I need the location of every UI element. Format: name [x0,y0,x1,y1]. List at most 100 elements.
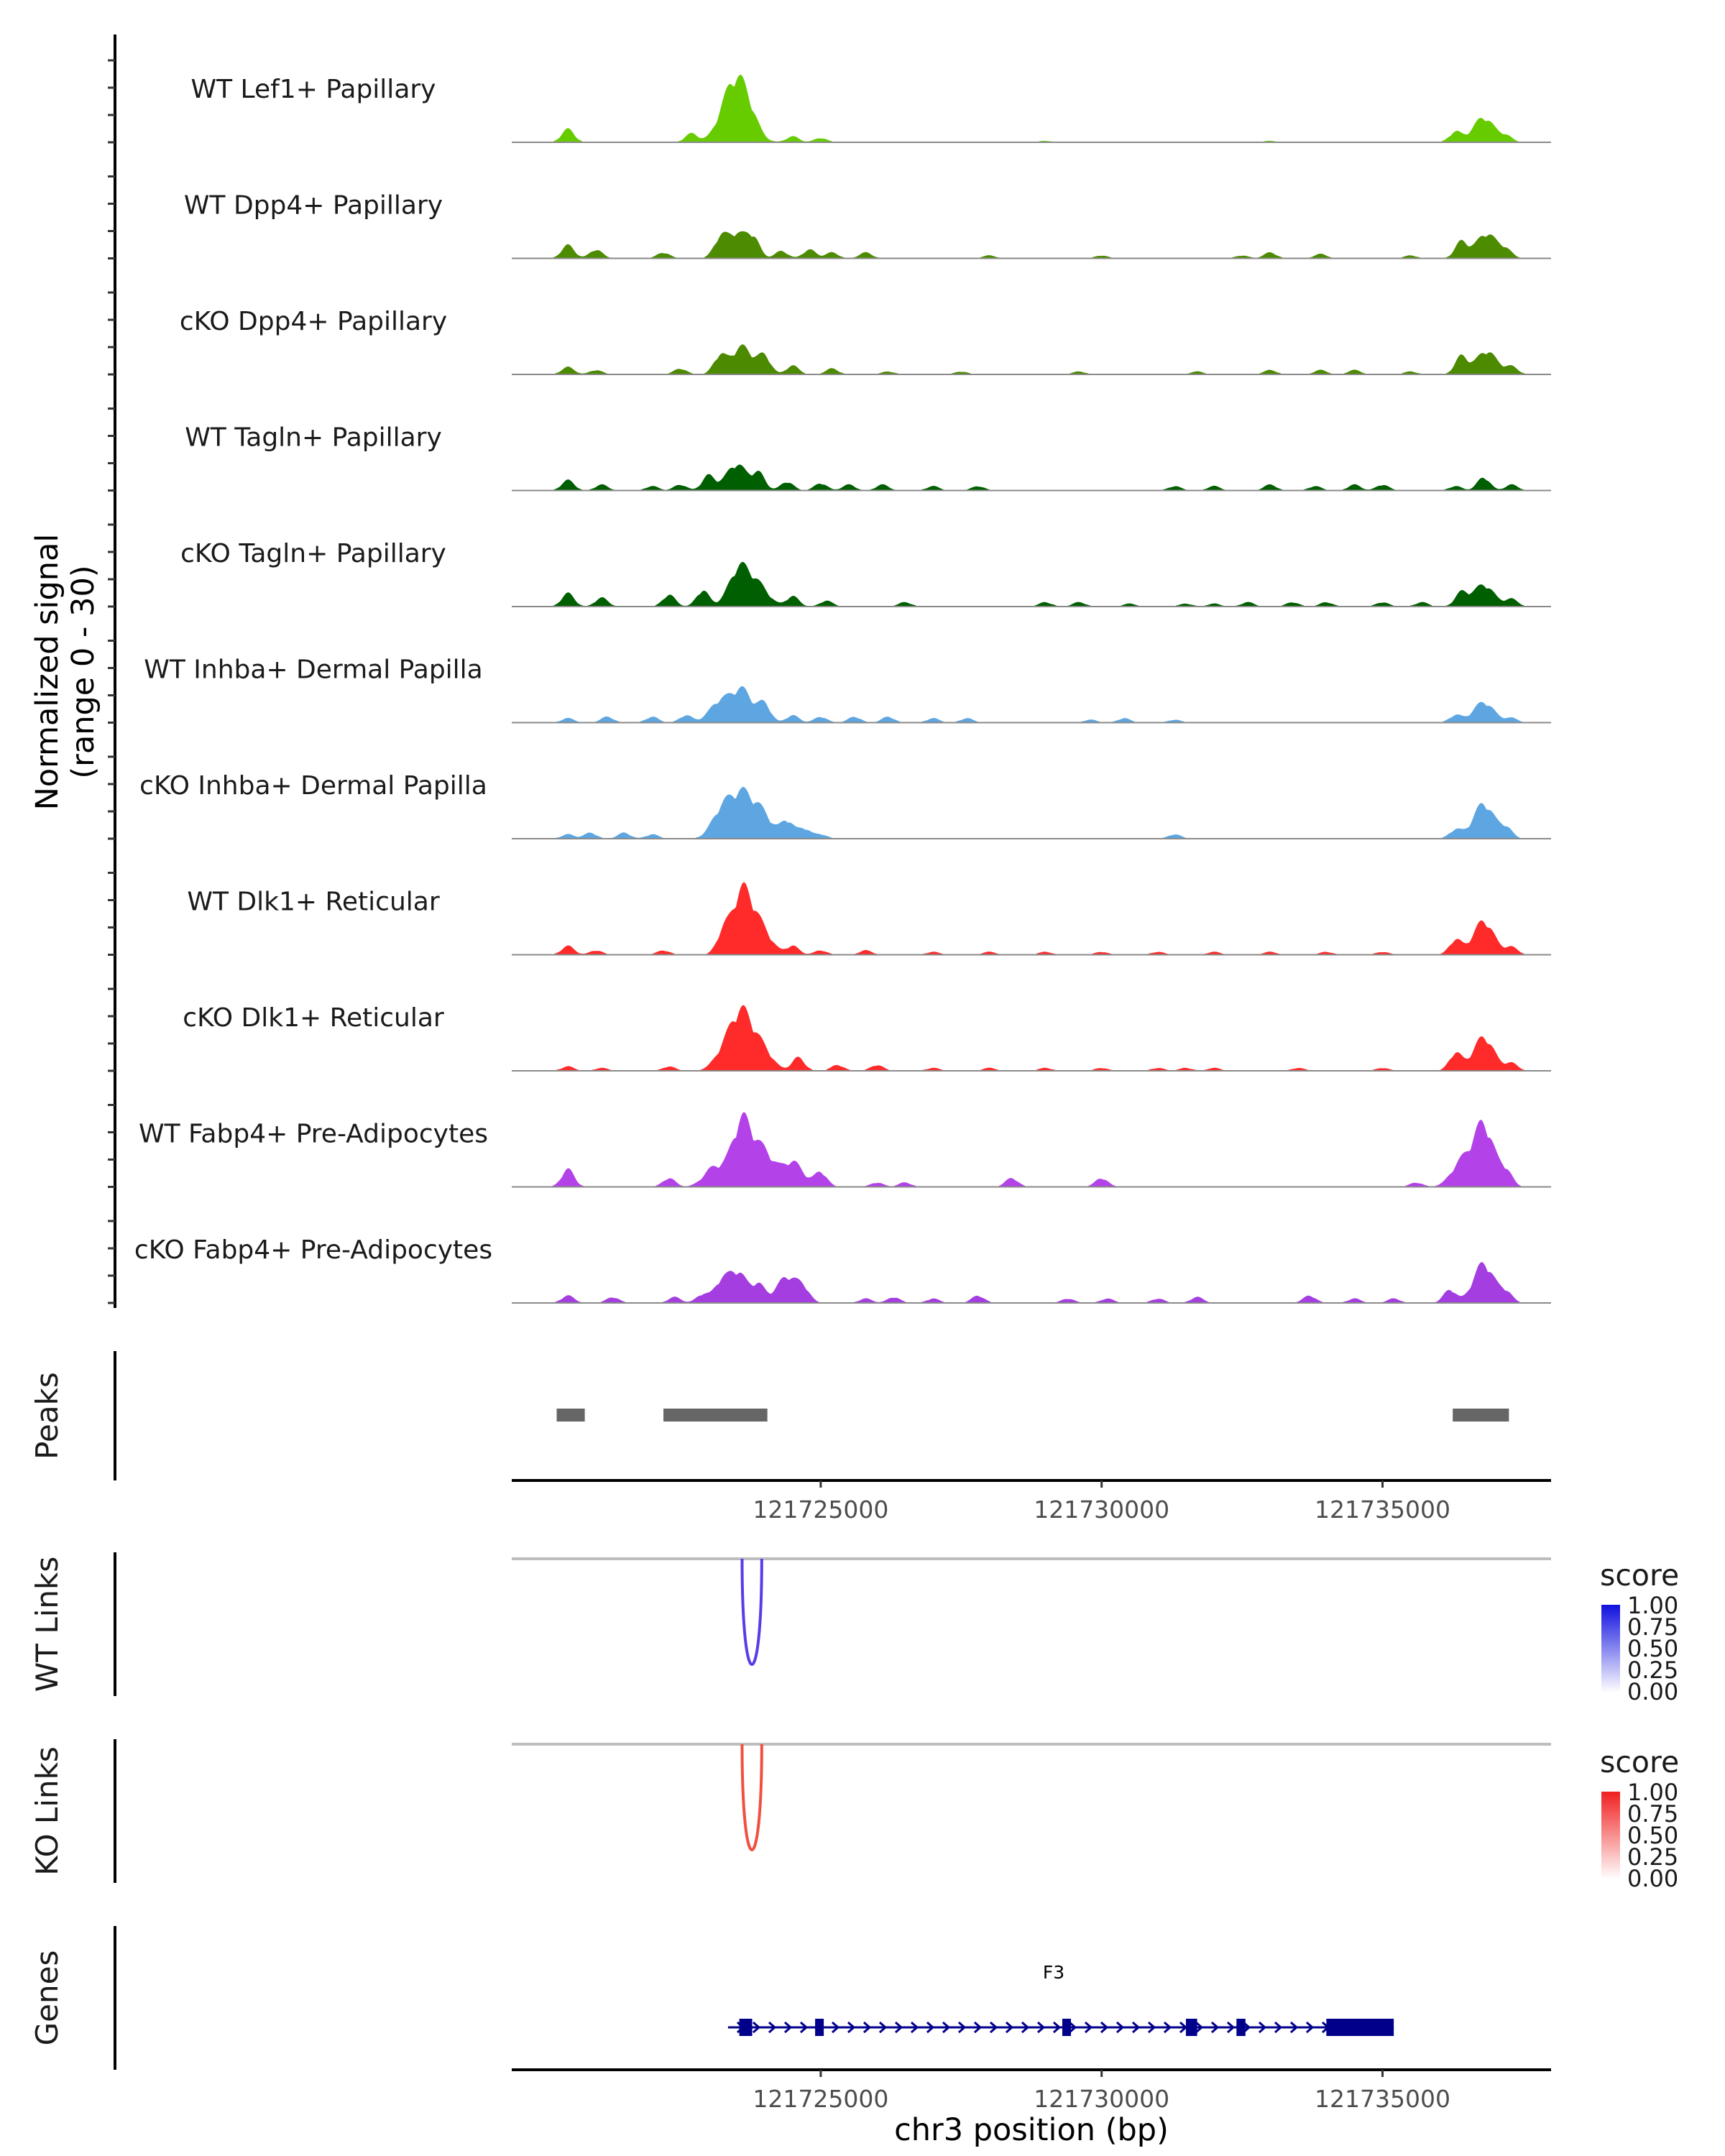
strand-arrow [1021,2021,1030,2034]
exon [1326,2019,1394,2036]
track-label: WT Fabp4+ Pre-Adipocytes [139,1120,488,1149]
peak-region [663,1409,768,1422]
legend-tick-label: 1.00 [1627,1779,1678,1806]
strand-arrow [957,2021,967,2034]
track-4: WT Tagln+ Papillary [185,423,1551,492]
strand-arrow [1163,2021,1172,2034]
x-tick-label: 121730000 [1034,1496,1169,1524]
strand-arrow [831,2021,840,2034]
x-tick-label: 121725000 [753,2085,888,2113]
wt-score-colorbar [1601,1605,1620,1692]
strand-arrow [989,2021,998,2034]
strand-arrow [973,2021,983,2034]
strand-arrow [910,2021,919,2034]
track-label: cKO Fabp4+ Pre-Adipocytes [134,1235,492,1265]
track-1: WT Lef1+ Papillary [191,74,1551,143]
strand-arrow [1084,2021,1093,2034]
strand-arrow [1100,2021,1109,2034]
signal-area [512,74,1551,142]
strand-arrow [878,2021,888,2034]
coverage-tracks: WT Lef1+ Papillary WT Dpp4+ Papillary cKO … [134,74,1551,1304]
ko-score-legend-title: score [1600,1745,1679,1779]
legend-tick-label: 1.00 [1627,1592,1678,1619]
signal-area [512,561,1551,607]
peaks-panel-label: Peaks [29,1372,65,1460]
track-label: WT Dlk1+ Reticular [187,888,439,917]
strand-arrow [1005,2021,1014,2034]
strand-arrow [926,2021,935,2034]
x-axis-upper: 121725000 121730000 121735000 [753,1480,1450,1524]
x-tick-label: 121725000 [753,1496,888,1524]
track-label: cKO Dlk1+ Reticular [183,1003,444,1033]
wt-links-label: WT Links [29,1557,65,1692]
exon [815,2019,824,2036]
signal-area [512,882,1551,955]
strand-arrow [783,2021,793,2034]
signal-area [512,344,1551,374]
track-9: cKO Dlk1+ Reticular [183,1003,1551,1072]
track-3: cKO Dpp4+ Papillary [180,307,1551,375]
strand-arrow [1116,2021,1125,2034]
signal-area [512,786,1551,839]
gene-name-label: F3 [1043,1962,1064,1983]
y-axis-title-line-2: (range 0 - 30) [65,565,101,778]
ko-score-colorbar [1601,1792,1620,1879]
signal-area [512,1112,1551,1187]
peak-region [556,1409,585,1422]
signal-area [512,1262,1551,1303]
track-11: cKO Fabp4+ Pre-Adipocytes [134,1235,1551,1304]
strand-arrow [1289,2021,1299,2034]
legend-tick-label: 0.25 [1627,1657,1678,1684]
exon [1185,2019,1197,2036]
legend-tick-label: 0.75 [1627,1800,1678,1828]
y-axis-title-line-1: Normalized signal [29,534,65,811]
genes-panel-label: Genes [29,1950,65,2046]
strand-arrow [1226,2021,1236,2034]
track-label: cKO Dpp4+ Papillary [180,307,447,336]
signal-area [512,464,1551,491]
track-label: WT Dpp4+ Papillary [184,191,443,221]
strand-arrow [1036,2021,1046,2034]
wt-links-track [740,1558,763,1666]
track-2: WT Dpp4+ Papillary [184,191,1551,259]
peak-region [1453,1409,1509,1422]
wt-score-legend: 1.000.750.500.250.00 [1627,1592,1678,1705]
link-arc [740,1743,763,1851]
track-10: WT Fabp4+ Pre-Adipocytes [139,1112,1551,1188]
strand-arrow [942,2021,951,2034]
x-axis-lower: 121725000 121730000 121735000 [753,2070,1450,2113]
strand-arrow [768,2021,777,2034]
track-label: WT Tagln+ Papillary [185,423,442,453]
signal-area [512,686,1551,723]
signal-area [512,231,1551,259]
strand-arrow [1195,2021,1204,2034]
ko-links-label: KO Links [29,1746,65,1876]
strand-arrow [1274,2021,1283,2034]
strand-arrow [1258,2021,1267,2034]
x-axis-title: chr3 position (bp) [894,2112,1169,2148]
legend-tick-label: 0.00 [1627,1865,1678,1892]
exon [1062,2019,1071,2036]
legend-tick-label: 0.75 [1627,1613,1678,1641]
x-tick-label: 121735000 [1315,2085,1450,2113]
track-8: WT Dlk1+ Reticular [187,882,1551,956]
ko-score-legend: 1.000.750.500.250.00 [1627,1779,1678,1892]
strand-arrow [799,2021,809,2034]
strand-arrow [1147,2021,1156,2034]
track-7: cKO Inhba+ Dermal Papilla [139,771,1551,839]
strand-arrow [894,2021,903,2034]
strand-arrow [1068,2021,1077,2034]
track-5: cKO Tagln+ Papillary [180,539,1551,607]
track-label: WT Lef1+ Papillary [191,75,436,104]
strand-arrow [1210,2021,1220,2034]
legend-tick-label: 0.00 [1627,1678,1678,1705]
legend-tick-label: 0.50 [1627,1635,1678,1662]
y-axis-ticks [108,59,115,1304]
track-label: WT Inhba+ Dermal Papilla [144,655,482,685]
strand-arrow [1305,2021,1315,2034]
strand-arrow [752,2021,761,2034]
legend-tick-label: 0.50 [1627,1822,1678,1849]
track-label: cKO Inhba+ Dermal Papilla [139,771,487,801]
legend-tick-label: 0.25 [1627,1843,1678,1871]
strand-arrow [1131,2021,1141,2034]
